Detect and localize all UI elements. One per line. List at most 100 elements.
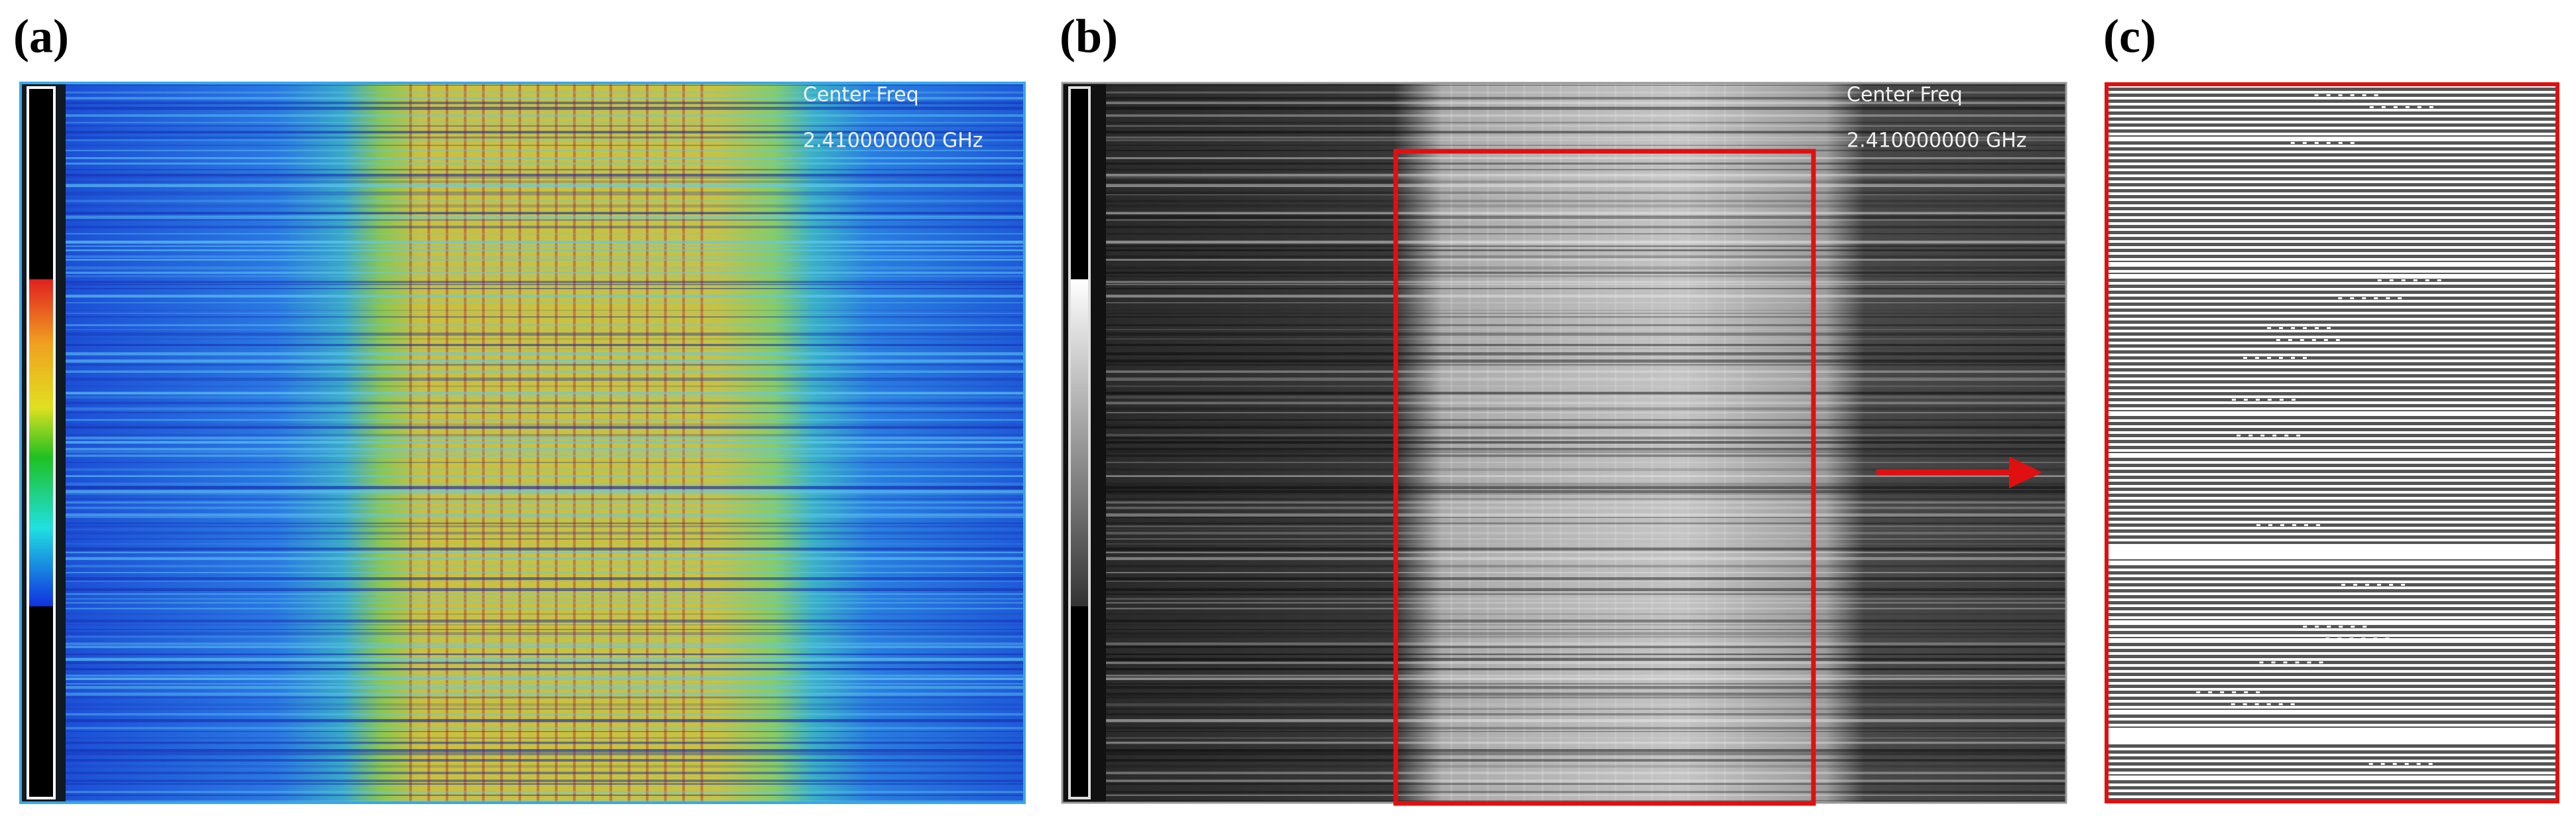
panel-border xyxy=(2105,82,2559,803)
texture-stripe xyxy=(66,581,1024,582)
texture-stripe xyxy=(66,501,1024,504)
texture-stripe xyxy=(66,791,1024,793)
texture-stripe xyxy=(1106,407,2065,411)
binary-dot xyxy=(2349,638,2354,640)
binary-line xyxy=(2107,201,2557,204)
texture-stripe xyxy=(66,653,1024,655)
texture-stripe xyxy=(1106,513,2065,517)
texture-stripe xyxy=(66,352,1024,356)
texture-stripe xyxy=(66,344,1024,346)
texture-stripe xyxy=(1106,501,2065,504)
texture-stripe xyxy=(1106,180,2065,183)
texture-stripe xyxy=(1106,173,2065,177)
binary-line xyxy=(2107,619,2557,620)
binary-line xyxy=(2107,362,2557,366)
texture-stripe xyxy=(1106,791,2065,793)
binary-line xyxy=(2107,529,2557,533)
binary-dot xyxy=(2220,691,2225,693)
binary-dot xyxy=(2362,94,2366,96)
binary-line xyxy=(2107,123,2557,127)
binary-line xyxy=(2107,183,2557,186)
binary-line xyxy=(2107,153,2557,157)
texture-stripe xyxy=(1106,370,2065,374)
binary-dot xyxy=(2362,626,2367,628)
texture-stripe xyxy=(1106,450,2065,453)
texture-stripe xyxy=(66,391,1024,395)
texture-stripe xyxy=(66,163,1024,165)
binary-line xyxy=(2107,500,2557,503)
binary-line xyxy=(2107,195,2557,198)
texture-stripe xyxy=(1106,395,2065,399)
texture-stripe xyxy=(1106,619,2065,623)
texture-stripe xyxy=(1106,275,2065,277)
texture-stripe xyxy=(66,97,1024,100)
texture-stripe xyxy=(1106,219,2065,221)
binary-line xyxy=(2107,243,2557,246)
binary-line xyxy=(2107,237,2557,240)
texture-stripe xyxy=(1106,726,2065,730)
texture-stripe xyxy=(66,324,1024,326)
texture-stripe xyxy=(1106,708,2065,710)
texture-stripe xyxy=(66,191,1024,194)
texture-stripe xyxy=(1106,255,2065,258)
binary-line xyxy=(2107,147,2557,151)
binary-line xyxy=(2107,207,2557,210)
texture-stripe xyxy=(1106,283,2065,285)
binary-dot xyxy=(2314,94,2319,96)
texture-stripe xyxy=(1106,288,2065,289)
binary-dot xyxy=(2304,524,2309,526)
texture-stripe xyxy=(1106,718,2065,722)
texture-stripe xyxy=(1106,608,2065,610)
texture-stripe xyxy=(1106,139,2065,141)
binary-line xyxy=(2107,595,2557,598)
texture-stripe xyxy=(66,450,1024,453)
binary-dot xyxy=(2276,339,2280,341)
texture-stripe xyxy=(1106,613,2065,615)
texture-stripe xyxy=(66,677,1024,681)
binary-dot xyxy=(2327,626,2331,628)
binary-dot xyxy=(2350,142,2355,144)
binary-line xyxy=(2107,589,2557,592)
texture-stripe xyxy=(66,624,1024,626)
texture-stripe xyxy=(66,577,1024,581)
binary-dot xyxy=(2279,399,2284,401)
binary-dot xyxy=(2244,691,2248,693)
texture-stripe xyxy=(66,240,1024,244)
texture-stripe xyxy=(1106,668,2065,671)
binary-line xyxy=(2107,476,2557,479)
texture-stripe xyxy=(1106,233,2065,235)
binary-line xyxy=(2107,482,2557,485)
texture-stripe xyxy=(1106,212,2065,214)
binary-line xyxy=(2107,338,2557,342)
binary-line xyxy=(2107,320,2557,324)
texture-stripe xyxy=(66,364,1024,366)
binary-dot xyxy=(2271,661,2276,663)
binary-dot xyxy=(2259,661,2264,663)
binary-dot xyxy=(2338,297,2343,299)
binary-line xyxy=(2107,601,2557,604)
texture-stripe xyxy=(66,91,1024,94)
binary-dot xyxy=(2389,584,2394,586)
binary-dot xyxy=(2353,584,2358,586)
binary-line xyxy=(2107,625,2557,628)
binary-line xyxy=(2107,380,2557,383)
texture-stripe xyxy=(1106,419,2065,421)
binary-dot xyxy=(2290,703,2295,705)
overlay xyxy=(1393,149,2042,806)
texture-stripe xyxy=(1106,581,2065,582)
texture-stripe xyxy=(66,557,1024,561)
texture-stripe xyxy=(66,522,1024,525)
binary-line xyxy=(2107,523,2557,527)
binary-dot xyxy=(2404,763,2409,765)
binary-line xyxy=(2107,350,2557,354)
binary-dot xyxy=(2300,339,2304,341)
binary-dot xyxy=(2208,691,2213,693)
texture-stripe xyxy=(1106,114,2065,117)
binary-dot xyxy=(2351,626,2355,628)
texture-stripe xyxy=(66,407,1024,411)
texture-stripe xyxy=(66,419,1024,421)
texture-stripe xyxy=(1106,531,2065,535)
texture-stripe xyxy=(1106,91,2065,94)
binary-dot xyxy=(2283,661,2288,663)
